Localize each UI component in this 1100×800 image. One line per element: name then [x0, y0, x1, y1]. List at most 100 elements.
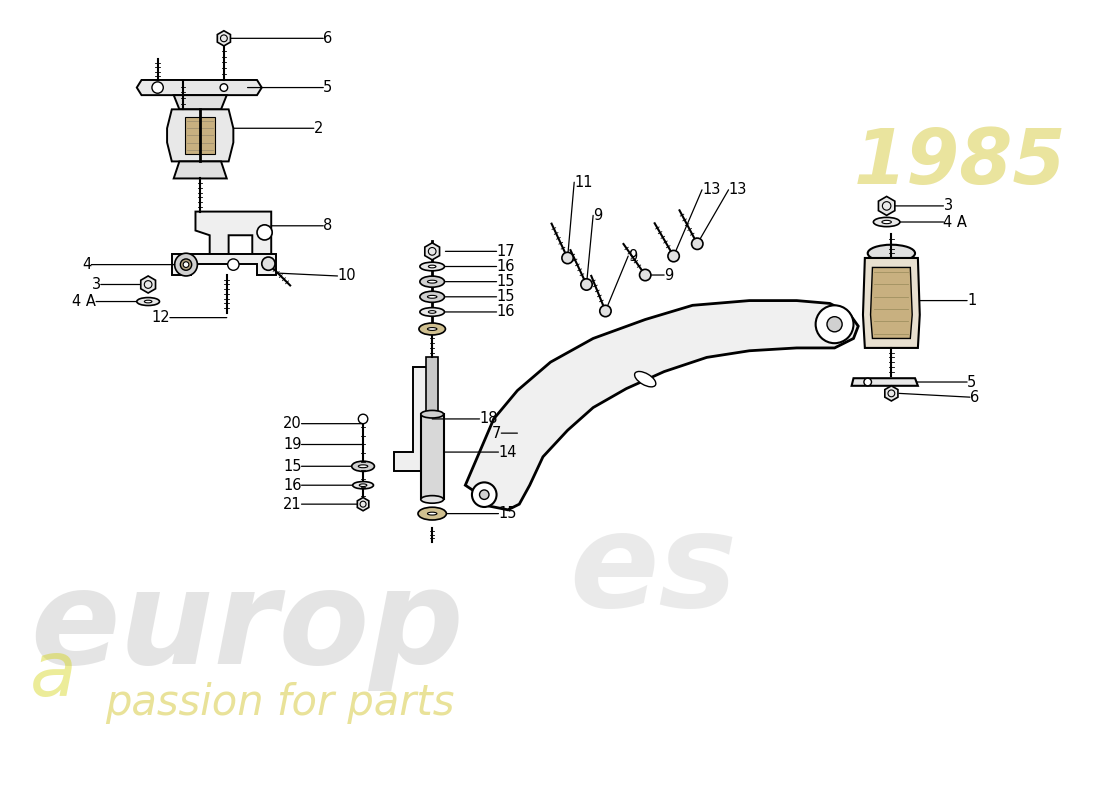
Polygon shape [394, 367, 432, 471]
Polygon shape [870, 267, 912, 338]
Text: 10: 10 [338, 269, 356, 283]
Ellipse shape [873, 218, 900, 226]
Text: a: a [30, 638, 77, 711]
Polygon shape [879, 197, 894, 215]
Circle shape [359, 414, 367, 424]
Text: 20: 20 [283, 416, 301, 431]
Circle shape [827, 317, 843, 332]
Polygon shape [421, 414, 443, 499]
Text: 5: 5 [967, 374, 977, 390]
Circle shape [562, 252, 573, 264]
Ellipse shape [882, 220, 891, 224]
Ellipse shape [359, 465, 367, 468]
Polygon shape [172, 254, 276, 275]
Polygon shape [465, 301, 858, 510]
Ellipse shape [418, 507, 447, 520]
Polygon shape [884, 386, 898, 401]
Text: 17: 17 [496, 244, 515, 259]
Circle shape [668, 250, 680, 262]
Ellipse shape [421, 496, 443, 503]
Polygon shape [358, 498, 368, 510]
Polygon shape [185, 117, 216, 154]
Text: 4 A: 4 A [73, 294, 96, 309]
Polygon shape [167, 110, 233, 162]
Text: 9: 9 [664, 267, 673, 282]
Text: 16: 16 [283, 478, 301, 493]
Circle shape [480, 490, 490, 499]
Ellipse shape [428, 310, 436, 314]
Circle shape [176, 258, 190, 271]
Text: 5: 5 [323, 80, 332, 95]
Circle shape [600, 306, 612, 317]
Text: 4: 4 [82, 257, 91, 272]
Text: 13: 13 [728, 182, 747, 198]
Ellipse shape [419, 323, 446, 335]
Text: 1985: 1985 [854, 126, 1066, 200]
Circle shape [581, 279, 592, 290]
Circle shape [472, 482, 496, 507]
Polygon shape [174, 162, 227, 178]
Ellipse shape [420, 291, 444, 302]
Text: 6: 6 [323, 31, 332, 46]
Ellipse shape [420, 308, 444, 316]
Text: 12: 12 [152, 310, 169, 325]
Ellipse shape [428, 280, 437, 283]
Circle shape [815, 306, 854, 343]
Ellipse shape [420, 276, 444, 287]
Text: 19: 19 [283, 437, 301, 452]
Polygon shape [427, 358, 438, 414]
Ellipse shape [360, 484, 367, 486]
Polygon shape [136, 80, 262, 95]
Text: 15: 15 [496, 290, 515, 304]
Text: 7: 7 [492, 426, 502, 441]
Text: 8: 8 [323, 218, 332, 234]
Polygon shape [864, 258, 920, 348]
Text: 9: 9 [628, 249, 637, 263]
Text: 16: 16 [496, 305, 515, 319]
Ellipse shape [635, 371, 656, 387]
Ellipse shape [136, 298, 160, 306]
Text: 21: 21 [283, 497, 301, 512]
Ellipse shape [353, 482, 374, 489]
Text: 11: 11 [574, 174, 593, 190]
Ellipse shape [428, 295, 437, 298]
Polygon shape [425, 243, 440, 260]
Circle shape [184, 262, 189, 267]
Text: 4 A: 4 A [944, 214, 967, 230]
Text: 1: 1 [967, 293, 977, 308]
Text: 2: 2 [314, 121, 323, 136]
Text: 15: 15 [283, 458, 301, 474]
Circle shape [864, 378, 871, 386]
Ellipse shape [421, 410, 443, 418]
Text: europ: europ [30, 564, 463, 690]
Ellipse shape [352, 461, 374, 471]
Text: 3: 3 [91, 277, 101, 292]
Circle shape [639, 270, 651, 281]
Circle shape [257, 225, 272, 240]
Text: es: es [570, 507, 738, 634]
Circle shape [692, 238, 703, 250]
Circle shape [180, 259, 191, 270]
Text: 9: 9 [593, 208, 603, 223]
Polygon shape [141, 276, 155, 293]
Circle shape [262, 257, 275, 270]
Ellipse shape [868, 245, 915, 262]
Ellipse shape [428, 265, 436, 268]
Circle shape [228, 259, 239, 270]
Text: 18: 18 [480, 411, 498, 426]
Ellipse shape [420, 262, 444, 271]
Text: 6: 6 [970, 390, 979, 405]
Circle shape [175, 254, 197, 276]
Circle shape [152, 82, 163, 94]
Text: 14: 14 [498, 445, 517, 459]
Ellipse shape [428, 512, 437, 515]
Circle shape [220, 84, 228, 91]
Text: 13: 13 [702, 182, 721, 198]
Polygon shape [174, 95, 227, 110]
Text: 16: 16 [496, 259, 515, 274]
Text: passion for parts: passion for parts [106, 682, 455, 724]
Ellipse shape [144, 300, 152, 303]
Polygon shape [196, 211, 272, 254]
Ellipse shape [428, 327, 437, 330]
Polygon shape [218, 30, 230, 46]
